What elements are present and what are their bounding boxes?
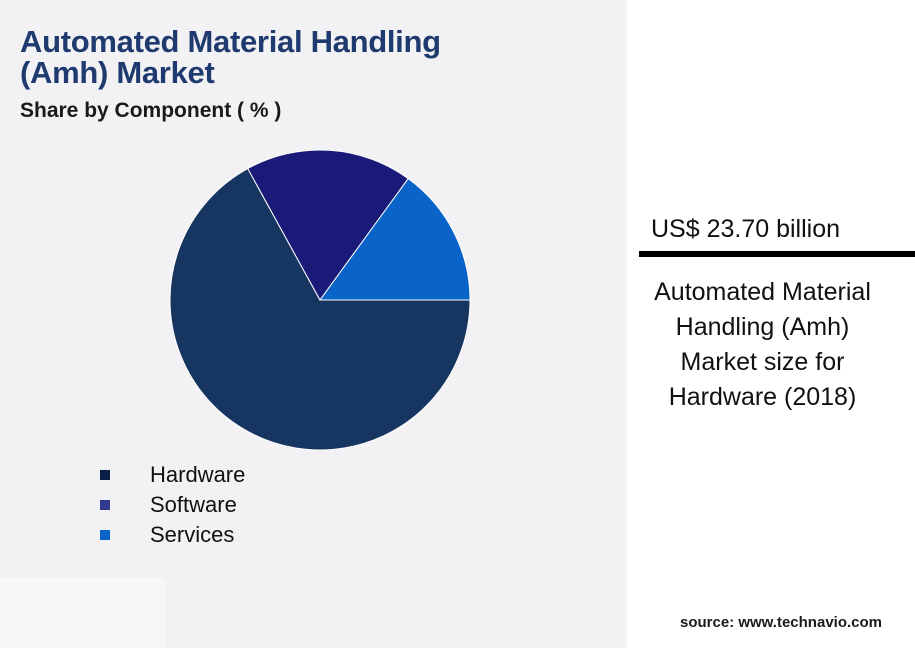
highlight-description: Automated Material Handling (Amh) Market… bbox=[654, 278, 871, 411]
legend-label: Hardware bbox=[150, 462, 246, 487]
highlight-value: US$ 23.70 billion bbox=[651, 215, 841, 243]
highlight-divider bbox=[639, 251, 915, 257]
chart-legend: Hardware Software Services bbox=[100, 460, 245, 550]
chart-subtitle: Share by Component ( % ) bbox=[20, 99, 282, 122]
highlight-panel bbox=[627, 4, 915, 648]
pie-chart bbox=[169, 149, 471, 451]
pie-slice-software bbox=[247, 149, 409, 301]
legend-item-software: Software bbox=[100, 490, 245, 520]
bottom-strip bbox=[0, 578, 165, 648]
legend-swatch bbox=[100, 470, 110, 480]
chart-title: Automated Material Handling (Amh) Market bbox=[20, 24, 441, 90]
legend-label: Software bbox=[150, 492, 237, 517]
legend-swatch bbox=[100, 530, 110, 540]
legend-label: Services bbox=[150, 522, 235, 547]
pie-slice-hardware bbox=[169, 167, 471, 451]
legend-item-hardware: Hardware bbox=[100, 460, 245, 490]
legend-item-services: Services bbox=[100, 520, 245, 550]
pie-slice-services bbox=[319, 177, 471, 301]
source-note: source: www.technavio.com bbox=[680, 614, 882, 631]
legend-swatch bbox=[100, 500, 110, 510]
